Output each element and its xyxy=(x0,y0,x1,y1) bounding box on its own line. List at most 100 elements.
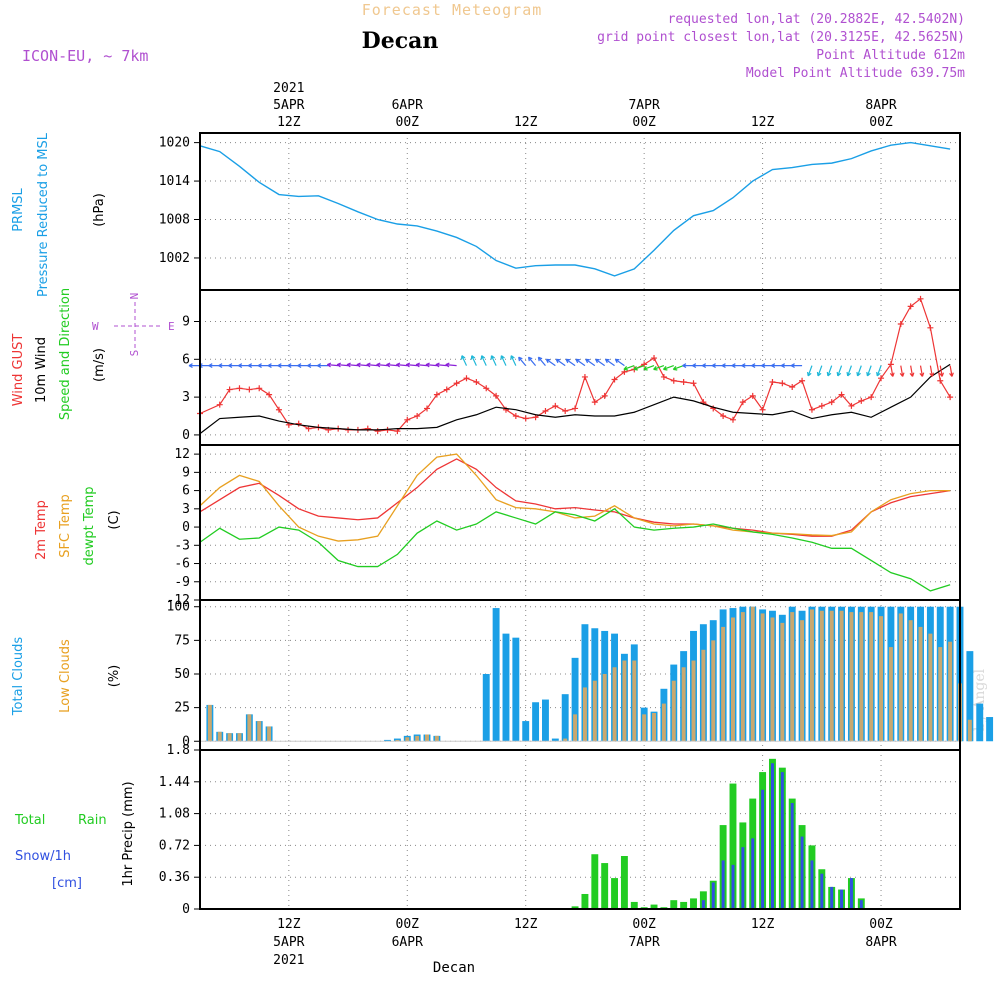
ytick-label-2-5: 3 xyxy=(182,502,190,517)
wind-direction-arrow xyxy=(376,362,388,368)
low-cloud-bar xyxy=(642,714,647,742)
footer-location: Decan xyxy=(433,960,475,976)
low-cloud-bar xyxy=(207,704,212,742)
total-cloud-bar xyxy=(512,637,520,742)
low-cloud-bar xyxy=(622,660,627,742)
ytick-label-2-0: -12 xyxy=(167,593,190,608)
ytick-label-0-3: 1020 xyxy=(159,136,190,151)
gust-marker xyxy=(424,405,431,412)
low-cloud-bar xyxy=(247,714,252,742)
ytick-label-1-1: 3 xyxy=(182,390,190,405)
gust-marker xyxy=(216,401,223,408)
gust-marker xyxy=(483,385,490,392)
wind-direction-arrow xyxy=(267,363,279,369)
snow-bar xyxy=(790,803,794,909)
gust-marker xyxy=(236,385,243,392)
gust-marker xyxy=(275,406,282,413)
wind-direction-arrow xyxy=(366,362,378,368)
wind-direction-arrow xyxy=(356,362,368,368)
dewpt-temp-line xyxy=(199,508,951,592)
wind-direction-arrow xyxy=(826,365,833,377)
rain-bar xyxy=(571,906,579,909)
gust-marker xyxy=(818,402,825,409)
rain-bar xyxy=(620,856,628,909)
low-cloud-bar xyxy=(721,626,726,742)
gust-marker xyxy=(581,373,588,380)
total-cloud-bar xyxy=(542,699,549,742)
rain-bar xyxy=(680,901,688,909)
ytick-label-3-2: 50 xyxy=(174,667,190,682)
bottom-hour-label-4: 12Z xyxy=(751,917,775,932)
low-cloud-bar xyxy=(819,610,824,742)
wind-direction-arrow xyxy=(188,363,200,369)
wind-direction-arrow xyxy=(247,363,260,369)
snow-bar xyxy=(859,900,863,909)
wind-direction-arrow xyxy=(287,363,299,369)
gust-marker xyxy=(414,413,421,420)
wind-direction-arrow xyxy=(386,362,398,368)
ytick-label-4-0: 0 xyxy=(182,902,190,917)
gust-marker xyxy=(552,402,559,409)
ytick-label-2-6: 6 xyxy=(182,484,190,499)
top-hour-label-3: 00Z xyxy=(632,115,656,130)
low-cloud-bar xyxy=(908,620,913,742)
bottom-hour-label-5: 00Z xyxy=(869,917,893,932)
wind-direction-arrow xyxy=(939,365,945,377)
compass-w: W xyxy=(92,320,99,333)
gust-marker xyxy=(256,385,263,392)
wind-direction-arrow xyxy=(604,358,615,367)
top-date-label-5: 8APR xyxy=(865,98,896,113)
header-model: ICON-EU, ~ 7km xyxy=(22,47,148,65)
gust-marker xyxy=(759,406,766,413)
total-cloud-bar xyxy=(384,739,391,742)
temp2m-label: 2m Temp xyxy=(34,500,49,560)
low-cloud-bar xyxy=(395,739,400,742)
temp-labels: 2m Temp SFC Temp dewpt Temp (C) xyxy=(34,486,122,565)
wind-direction-arrow xyxy=(257,363,270,369)
low-cloud-bar xyxy=(415,735,420,742)
gust-marker xyxy=(660,373,667,380)
snow-bar xyxy=(751,838,755,909)
sfc-temp-label: SFC Temp xyxy=(58,494,73,558)
bottom-date-label-5: 8APR xyxy=(865,935,896,950)
snow-bar xyxy=(820,873,824,909)
wind-direction-arrow xyxy=(595,358,606,367)
wind-direction-arrow xyxy=(889,365,895,377)
snow-bar xyxy=(800,836,804,909)
top-hour-label-0: 12Z xyxy=(277,115,301,130)
wind-direction-arrow xyxy=(731,363,743,369)
rain-bar xyxy=(591,854,599,909)
low-cloud-bar xyxy=(573,714,578,742)
gust-marker xyxy=(295,420,302,427)
gust-marker xyxy=(226,386,233,393)
gust-marker xyxy=(601,392,608,399)
gust-marker xyxy=(453,380,460,387)
wind-direction-arrow xyxy=(790,363,803,369)
wind-direction-arrow xyxy=(307,363,319,369)
low-cloud-bar xyxy=(800,620,805,742)
wind-direction-arrow xyxy=(806,365,813,377)
low-cloud-bar xyxy=(237,733,242,742)
wind-direction-arrow xyxy=(711,363,724,369)
low-cloud-bar xyxy=(869,612,874,742)
wind-direction-arrow xyxy=(846,365,852,377)
cloud-unit-label: (%) xyxy=(107,665,122,688)
prmsl-label: PRMSL xyxy=(11,187,26,231)
ytick-label-1-3: 9 xyxy=(182,315,190,330)
wind-direction-arrow xyxy=(228,363,240,369)
rain-label: Rain xyxy=(78,813,107,828)
low-cloud-bar xyxy=(809,609,814,742)
bottom-hour-label-1: 00Z xyxy=(396,917,420,932)
wind-direction-arrow xyxy=(238,363,250,369)
gust-marker xyxy=(246,386,253,393)
rain-bar xyxy=(699,891,707,909)
ytick-label-2-2: -6 xyxy=(174,557,190,572)
wind-direction-arrow xyxy=(741,363,753,369)
pressure-msl-label: Pressure Reduced to MSL xyxy=(36,132,51,297)
wind-direction-arrow xyxy=(425,362,437,368)
low-cloud-bar xyxy=(691,660,696,742)
ytick-label-2-7: 9 xyxy=(182,465,190,480)
low-cloud-bar xyxy=(849,612,854,742)
wind-direction-arrow xyxy=(470,355,477,366)
compass-icon: N S W E xyxy=(92,293,175,357)
